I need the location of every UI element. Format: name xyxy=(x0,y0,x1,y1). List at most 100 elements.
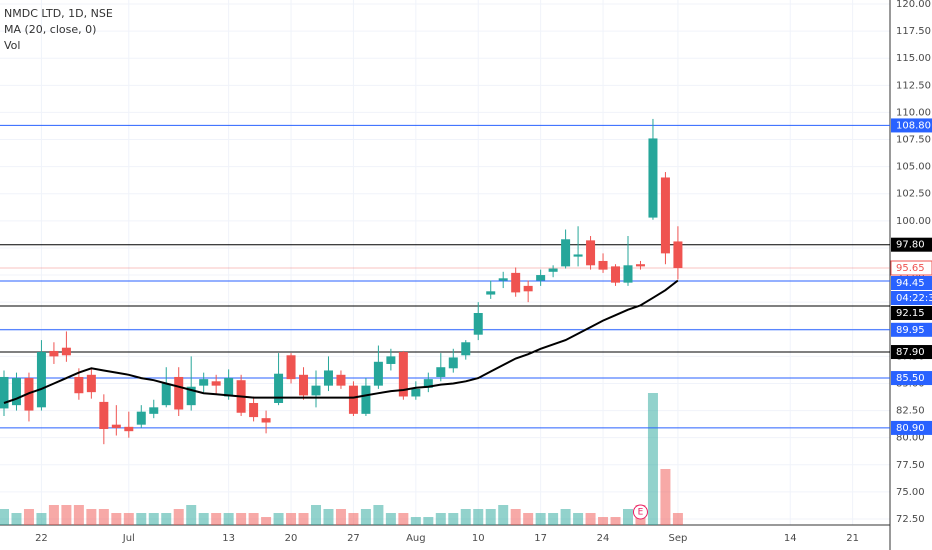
volume-bar xyxy=(423,517,434,525)
candle-body xyxy=(136,411,146,425)
candle-body xyxy=(623,265,633,283)
candle-body xyxy=(36,352,46,408)
volume-bar xyxy=(0,509,9,525)
price-label-bg xyxy=(891,118,932,133)
candle-body xyxy=(373,361,383,386)
indicator-vol: Vol xyxy=(4,39,20,52)
candle-body xyxy=(548,268,558,272)
volume-bar xyxy=(211,513,222,525)
y-tick-label: 105.00 xyxy=(896,162,931,173)
candle-body xyxy=(573,254,583,257)
price-label-bg xyxy=(891,276,932,291)
chart-title: NMDC LTD, 1D, NSE xyxy=(4,7,113,20)
candle-body xyxy=(461,342,471,356)
candle-body xyxy=(498,278,508,281)
candle-body xyxy=(673,241,683,269)
y-tick-label: 102.50 xyxy=(896,189,931,200)
candle-body xyxy=(423,379,433,388)
volume-bar xyxy=(473,509,484,525)
event-label: E xyxy=(638,508,644,518)
volume-bar xyxy=(136,513,147,525)
price-label: 108.80 xyxy=(896,120,931,131)
volume-bar xyxy=(248,513,259,525)
volume-bar xyxy=(573,513,584,525)
candle-body xyxy=(398,352,408,397)
candle-body xyxy=(611,266,621,283)
volume-bar xyxy=(286,513,297,525)
volume-bar xyxy=(186,505,197,525)
volume-bar xyxy=(610,517,621,525)
price-label-bg xyxy=(891,345,932,360)
candle-body xyxy=(361,385,371,414)
volume-bar xyxy=(385,513,396,525)
volume-bar xyxy=(61,505,72,525)
candle-body xyxy=(660,177,670,254)
x-tick-label: 24 xyxy=(597,533,610,544)
candle-body xyxy=(586,240,596,266)
x-tick-label: 20 xyxy=(285,533,298,544)
volume-bar xyxy=(585,513,596,525)
price-label: 95.65 xyxy=(896,263,925,274)
x-tick-label: 17 xyxy=(534,533,547,544)
x-tick-label: 14 xyxy=(784,533,797,544)
y-tick-label: 72.50 xyxy=(896,514,925,525)
candle-body xyxy=(186,386,196,406)
volume-bar xyxy=(485,509,496,525)
volume-bar xyxy=(236,513,247,525)
volume-bar xyxy=(111,513,122,525)
candle-body xyxy=(511,272,521,293)
volume-bar xyxy=(23,509,34,525)
candle-body xyxy=(536,275,546,281)
grid xyxy=(0,0,890,525)
candle-body xyxy=(598,260,608,270)
x-tick-label: 10 xyxy=(472,533,485,544)
y-tick-label: 110.00 xyxy=(896,107,931,118)
volume-bar xyxy=(535,513,546,525)
candle-body xyxy=(11,378,21,406)
y-tick-label: 80.00 xyxy=(896,433,925,444)
volume-bar xyxy=(48,505,59,525)
candle-body xyxy=(111,424,121,428)
candle-body xyxy=(486,291,496,295)
candle-body xyxy=(261,418,271,423)
volume-bar xyxy=(36,513,47,525)
volume-bar xyxy=(335,509,346,525)
y-tick-label: 77.50 xyxy=(896,460,925,471)
volume-bar xyxy=(672,513,683,525)
price-label: 97.80 xyxy=(896,240,925,251)
y-tick-label: 95.00 xyxy=(896,270,925,281)
volume-bar xyxy=(410,517,421,525)
candle-body xyxy=(473,313,483,335)
volume-bar xyxy=(623,509,633,525)
volume-bar xyxy=(311,505,321,525)
candle-body xyxy=(24,378,34,411)
x-tick-label: 27 xyxy=(347,533,360,544)
volume-bar xyxy=(498,505,509,525)
volume-bar xyxy=(223,513,234,525)
volume-bar xyxy=(523,513,534,525)
volume-bar xyxy=(647,393,658,525)
price-label-bg xyxy=(891,291,932,306)
volume-bar xyxy=(73,505,84,525)
x-tick-label: Jul xyxy=(122,533,135,544)
x-tick-label: 21 xyxy=(846,533,859,544)
candle-body xyxy=(348,385,358,414)
candle-body xyxy=(124,426,134,432)
volume-bar xyxy=(548,513,559,525)
volume-bar xyxy=(298,513,309,525)
price-label: 89.95 xyxy=(896,325,925,336)
candle-body xyxy=(199,379,209,386)
volume-bar xyxy=(261,517,272,525)
candle-body xyxy=(74,376,84,394)
candle-body xyxy=(448,357,458,369)
candle-body xyxy=(86,374,96,393)
price-label: 04:22:32 xyxy=(896,293,932,304)
price-label: 87.90 xyxy=(896,347,925,358)
volume-bar xyxy=(660,469,671,525)
x-tick-label: Aug xyxy=(406,533,426,544)
candle-body xyxy=(523,285,533,292)
y-tick-label: 112.50 xyxy=(896,80,931,91)
price-label-bg xyxy=(890,260,932,276)
candle-body xyxy=(386,356,396,364)
